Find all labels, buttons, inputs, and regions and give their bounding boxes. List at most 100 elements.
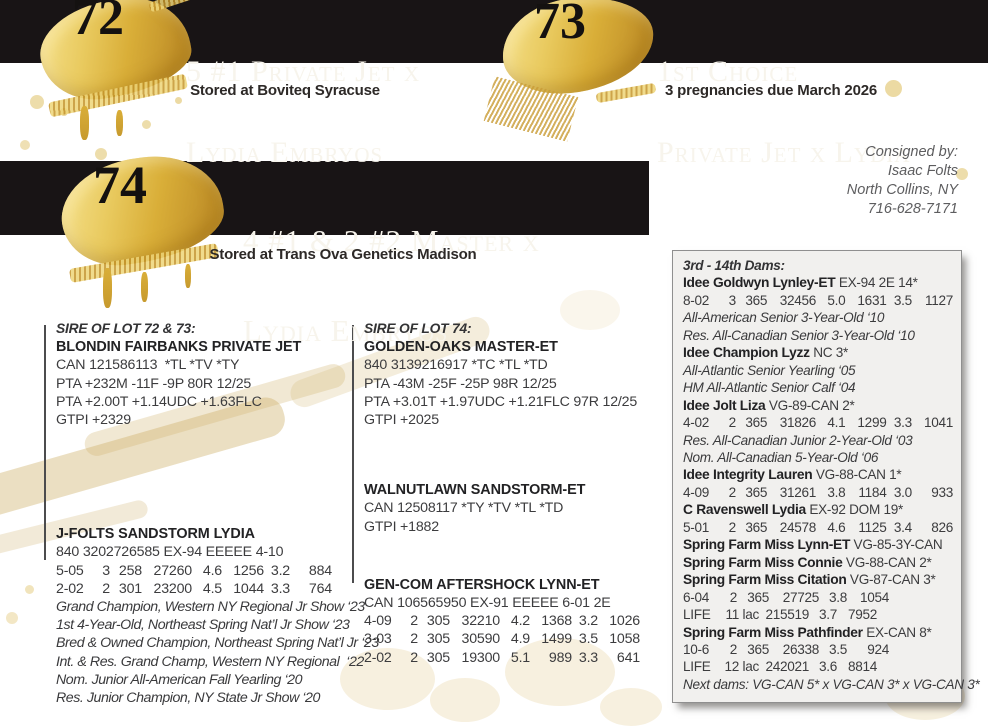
gold-splatter-dot: [95, 148, 107, 160]
animal-name: WALNUTLAWN SANDSTORM-ET: [364, 482, 586, 499]
lactation-cell: 215519: [765, 607, 809, 623]
lactation-cell: 365: [745, 292, 768, 308]
lactation-cell: 2-02: [56, 580, 84, 597]
lot73-title-line2: Private Jet x Lydia: [657, 136, 911, 169]
show-award-line: Nom. Junior All-American Fall Yearling ‘…: [56, 671, 303, 688]
lactation-cell: 1044: [233, 580, 264, 597]
lactation-cell: 4.6: [202, 562, 222, 579]
lactation-cell: 32210: [461, 613, 501, 630]
gold-splatter-dot: [175, 97, 182, 104]
lactation-cell: 924: [867, 641, 889, 657]
lactation-cell: 8814: [847, 659, 877, 675]
lactation-cell: 32456: [779, 292, 817, 308]
lactation-cell: 2: [729, 641, 738, 657]
lactation-record-row: 10-6 2 365 26338 3.5 924: [683, 641, 953, 658]
lactation-cell: 242021: [765, 659, 809, 675]
lactation-cell: 2-02: [364, 649, 392, 666]
consignor-location: North Collins, NY: [846, 182, 958, 198]
dam-name: Spring Farm Miss Lynn-ET: [683, 537, 851, 553]
gold-drip: [141, 272, 148, 302]
lactation-cell: 19300: [461, 649, 501, 666]
lactation-cell: 826: [931, 519, 953, 535]
lactation-cell: 4.5: [202, 580, 222, 597]
sire-caption: SIRE OF LOT 74:: [364, 321, 472, 336]
dam-score: EX-92 DOM 19*: [805, 502, 903, 518]
gold-splash-74: 74: [45, 146, 255, 311]
lactation-cell: 12 lac: [724, 659, 760, 675]
pedigree-column-middle: SIRE OF LOT 74: GOLDEN-OAKS MASTER-ET 840 …: [364, 320, 664, 667]
dam-name-line: Idee Integrity Lauren VG-88-CAN 1*: [683, 466, 953, 483]
consignor-name: Isaac Folts: [887, 163, 958, 179]
lactation-cell: 7952: [847, 607, 877, 623]
pedigree-data-line: PTA +232M -11F -9P 80R 12/25: [56, 375, 252, 392]
lactation-record-row: LIFE 11 lac 215519 3.7 7952: [683, 606, 953, 623]
consignor-block: Consigned by: Isaac Folts North Collins,…: [700, 143, 958, 219]
dam-name-line: Idee Goldwyn Lynley-ET EX-94 2E 14*: [683, 274, 953, 291]
spacer: [364, 429, 664, 481]
italic-note-line: All-Atlantic Senior Yearling ‘05: [683, 362, 856, 378]
lactation-cell: 301: [118, 580, 142, 597]
gold-splash-73: 73: [483, 0, 676, 142]
lactation-cell: 1184: [858, 484, 887, 500]
sire-caption: SIRE OF LOT 72 & 73:: [56, 321, 196, 336]
pedigree-data-line: PTA -43M -25F -25P 98R 12/25: [364, 375, 557, 392]
lot74-title-line2: Lydia Embryos: [243, 313, 449, 348]
pedigree-data-line: 840 3139216917 *TC *TL *TD: [364, 357, 548, 374]
lactation-cell: 2: [410, 649, 418, 666]
lactation-cell: 3.5: [578, 631, 598, 648]
lactation-cell: 305: [426, 649, 450, 666]
italic-note-line: All-American Senior 3-Year-Old ‘10: [683, 310, 885, 326]
dam-score: NC 3*: [809, 345, 848, 361]
lactation-cell: 4.1: [827, 415, 846, 431]
lactation-record-row: 4-09 2 305 32210 4.2 1368 3.2 1026: [364, 612, 664, 630]
pedigree-data-line: GTPI +1882: [364, 518, 439, 535]
lactation-cell: 258: [118, 562, 142, 579]
consignor-phone: 716-628-7171: [867, 201, 958, 217]
lactation-cell: 24578: [779, 519, 817, 535]
lactation-cell: 1054: [859, 589, 889, 605]
lactation-cell: 4-02: [683, 415, 710, 431]
dam-score: EX-CAN 8*: [862, 624, 932, 640]
lactation-cell: 5.1: [510, 649, 530, 666]
dam-name: C Ravenswell Lydia: [683, 502, 806, 518]
gold-splatter-dot: [20, 140, 30, 150]
lot73-title-line1: 1st Choice: [657, 55, 799, 88]
italic-note-line: Next dams: VG-CAN 5* x VG-CAN 3* x VG-CA…: [683, 676, 980, 692]
lactation-cell: 27260: [153, 562, 193, 579]
lactation-cell: 3: [728, 292, 737, 308]
animal-name: BLONDIN FAIRBANKS PRIVATE JET: [56, 339, 302, 356]
lactation-cell: 3.0: [893, 484, 912, 500]
lactation-cell: 2: [102, 580, 110, 597]
lot-number-72: 72: [72, 0, 124, 46]
lactation-cell: 3.2: [270, 562, 290, 579]
lactation-cell: 2: [410, 613, 418, 630]
lactation-cell: 4-09: [364, 613, 392, 630]
lactation-cell: 884: [308, 562, 332, 579]
lactation-cell: 3.5: [893, 292, 912, 308]
consignor-label: Consigned by:: [865, 144, 958, 160]
lot-number-74: 74: [93, 155, 147, 215]
show-award-line: Grand Champion, Western NY Regional Jr S…: [56, 599, 365, 616]
gold-splatter-dot: [25, 585, 34, 594]
lot72-title-line2: Lydia Embryos: [186, 136, 384, 169]
lactation-record-row: LIFE 12 lac 242021 3.6 8814: [683, 658, 953, 675]
lactation-cell: 3.6: [819, 659, 837, 675]
lactation-cell: 3.8: [829, 589, 847, 605]
dam-name: Idee Integrity Lauren: [683, 467, 813, 483]
lactation-cell: 1256: [233, 562, 264, 579]
pale-splatter: [340, 648, 435, 710]
lactation-record-row: 5-01 2 365 24578 4.6 1125 3.4 826: [683, 519, 953, 536]
dam-name-line: Idee Jolt Liza VG-89-CAN 2*: [683, 397, 953, 414]
dam-name: Idee Champion Lyzz: [683, 345, 810, 361]
lactation-cell: 641: [616, 649, 640, 666]
pedigree-data-line: CAN 121586113 *TL *TV *TY: [56, 357, 240, 374]
gold-splatter-dot: [956, 168, 968, 180]
lactation-cell: 2: [728, 519, 737, 535]
lactation-cell: 3.3: [270, 580, 290, 597]
dam-score: EX-94 2E 14*: [835, 275, 918, 291]
pedigree-rule-middle: [352, 325, 354, 583]
animal-name: GEN-COM AFTERSHOCK LYNN-ET: [364, 576, 600, 593]
lactation-cell: 31261: [779, 484, 817, 500]
lactation-cell: 6-04: [683, 589, 710, 605]
lactation-cell: LIFE: [683, 607, 711, 623]
